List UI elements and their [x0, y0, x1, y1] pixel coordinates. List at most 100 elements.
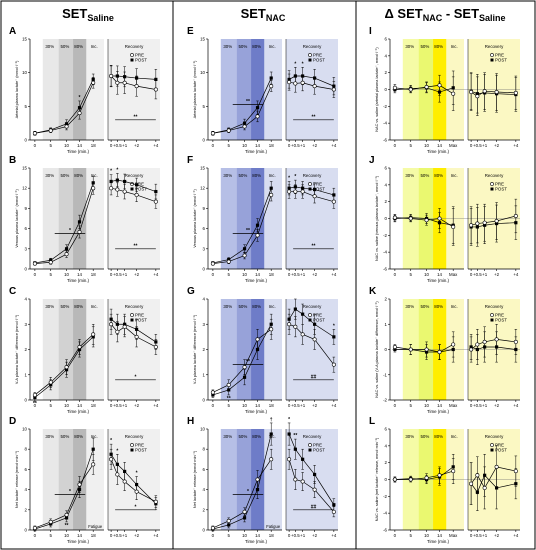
y-tick-label: 2	[203, 507, 206, 512]
y-tick-label: 8	[203, 447, 206, 452]
point-pre	[32, 392, 37, 397]
point-pre	[115, 80, 120, 85]
x-tick-label: 0	[470, 403, 473, 408]
zone-band	[86, 39, 104, 140]
x-tick-label: 5	[49, 403, 52, 408]
point-pre	[482, 339, 487, 344]
y-axis-label: NAC vs. saline (arterial plasma lactate⁻…	[375, 47, 379, 132]
point-pre	[48, 380, 53, 385]
y-axis-label: Arterial plasma lactate⁻ (mmol·l⁻¹)	[15, 60, 19, 119]
legend-pre-label: PRE	[495, 182, 504, 187]
point-post	[91, 447, 95, 451]
point-post	[242, 375, 247, 379]
column-title-main: SET	[397, 6, 422, 21]
zone-band	[264, 39, 282, 140]
zone-label: Inc.	[91, 434, 98, 439]
x-tick-label: +4	[331, 403, 337, 408]
x-tick-label: +0.5	[113, 533, 122, 538]
zone-label: 30%	[405, 304, 414, 309]
legend-post-label: POST	[313, 58, 325, 63]
y-axis-label: NAC vs. saline (V-A plasma lactate⁻ diff…	[375, 301, 379, 398]
point-post	[77, 220, 82, 224]
x-tick-label: +1	[482, 533, 488, 538]
point-pre	[255, 233, 260, 238]
significance-label: *	[247, 489, 249, 495]
significance-label: *	[135, 374, 137, 380]
y-tick-label: 15	[200, 166, 205, 171]
legend-pre-marker	[308, 182, 312, 186]
zone-label: 30%	[45, 44, 54, 49]
zone-label: 50%	[60, 44, 69, 49]
x-tick-label: 18	[91, 403, 96, 408]
legend-pre-marker	[130, 443, 134, 447]
zone-label: 30%	[45, 173, 54, 178]
point-pre	[91, 186, 96, 191]
x-tick-label: 0	[34, 533, 37, 538]
column-title-diff: Δ SETNAC - SETSaline	[384, 6, 505, 23]
y-tick-label: 1	[385, 322, 388, 327]
zone-band	[251, 39, 265, 140]
y-tick-label: 10	[200, 70, 205, 75]
zone-band	[42, 299, 59, 400]
x-tick-label: +4	[513, 272, 519, 277]
x-axis-title: Time (min.)	[245, 149, 268, 154]
zone-band	[58, 299, 74, 400]
legend-post-label: POST	[495, 448, 507, 453]
y-tick-label: 2	[385, 199, 388, 204]
x-tick-label: +1	[300, 533, 306, 538]
y-tick-label: -4	[383, 121, 387, 126]
x-tick-label: +0.5	[473, 272, 482, 277]
zone-band	[236, 299, 252, 400]
x-tick-label: 10	[424, 533, 429, 538]
zone-label-recovery: Recovery	[303, 304, 322, 309]
y-axis-label: V-A plasma lactate⁻ difference (mmol·l⁻¹…	[193, 314, 197, 384]
zone-band	[58, 39, 74, 140]
x-tick-label: 18	[269, 143, 274, 148]
zone-label: Inc.	[269, 173, 276, 178]
y-tick-label: -4	[383, 511, 387, 516]
legend-pre-marker	[308, 53, 312, 57]
point-pre	[437, 473, 442, 478]
point-post	[313, 322, 317, 326]
x-tick-label: +1	[482, 272, 488, 277]
x-tick-label: 0	[110, 403, 113, 408]
panel-C: C 30% 50% 80% Inc. Recovery 0 1 2 3 4 V-A plasma la…	[9, 286, 160, 414]
y-tick-label: -2	[383, 494, 387, 499]
point-pre	[392, 477, 397, 482]
x-tick-label: 5	[49, 533, 52, 538]
legend-post-marker	[130, 187, 134, 191]
point-pre	[153, 199, 158, 204]
zone-band	[220, 168, 237, 269]
point-significance: *	[136, 470, 138, 476]
point-significance: *	[288, 417, 290, 423]
point-pre	[513, 339, 518, 344]
zone-label: 30%	[223, 434, 232, 439]
x-tick-label: 10	[64, 403, 69, 408]
panel-letter: K	[369, 286, 377, 297]
x-tick-label: 0	[394, 143, 397, 148]
x-tick-label: +0.5	[291, 533, 300, 538]
point-pre	[134, 489, 139, 494]
y-tick-label: -6	[383, 528, 387, 533]
x-axis-title: Time (min.)	[427, 149, 450, 154]
x-axis-title: Time (min.)	[245, 278, 268, 283]
point-pre	[109, 322, 114, 327]
legend-pre-marker	[490, 443, 494, 447]
zone-label: 50%	[420, 173, 429, 178]
point-post	[255, 106, 260, 110]
point-pre	[482, 89, 487, 94]
x-tick-label: 0	[394, 272, 397, 277]
y-tick-label: 9	[25, 206, 28, 211]
zone-band	[220, 429, 237, 530]
x-tick-label: +1	[300, 143, 306, 148]
x-tick-label: 5	[227, 143, 230, 148]
y-tick-label: -2	[383, 104, 387, 109]
y-tick-label: 1	[25, 372, 28, 377]
zone-label: 80%	[74, 44, 83, 49]
zone-label: Inc.	[451, 173, 458, 178]
zone-label: 50%	[238, 434, 247, 439]
point-pre	[482, 485, 487, 490]
point-pre	[312, 487, 317, 492]
x-tick-label: 14	[255, 272, 260, 277]
point-pre	[77, 344, 82, 349]
